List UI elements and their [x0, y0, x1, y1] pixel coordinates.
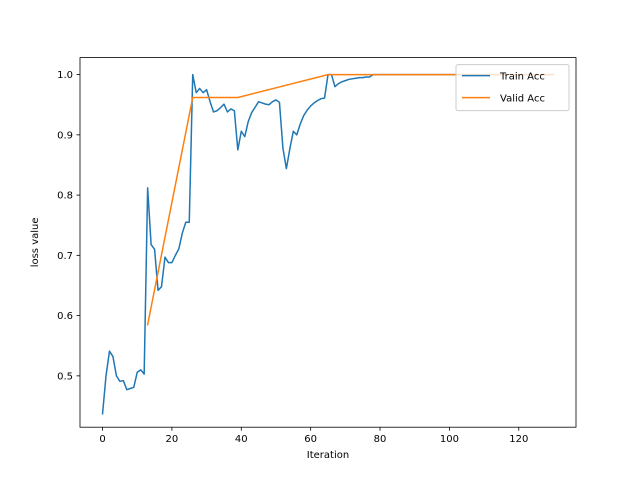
y-tick-label: 0.8: [57, 191, 73, 202]
axes-frame: [79, 57, 577, 428]
y-tick-label: 0.9: [57, 130, 73, 141]
x-axis-label: Iteration: [307, 450, 349, 461]
x-tick-label: 80: [374, 434, 387, 445]
x-tick-label: 40: [235, 434, 248, 445]
y-tick-label: 0.5: [57, 371, 73, 382]
legend-label-valid-acc: Valid Acc: [500, 94, 545, 105]
y-axis-ticks: 0.5 0.6 0.7 0.8 0.9 1.0: [57, 70, 80, 382]
y-tick-label: 0.6: [57, 311, 73, 322]
y-tick-label: 0.7: [57, 251, 73, 262]
x-tick-label: 0: [99, 434, 105, 445]
series-line-train-acc: [101, 73, 555, 415]
legend-label-train-acc: Train Acc: [499, 72, 545, 83]
legend: Train Acc Valid Acc: [455, 64, 570, 112]
x-tick-label: 120: [509, 434, 528, 445]
x-tick-label: 100: [440, 434, 459, 445]
y-axis-label: loss value: [30, 217, 41, 267]
x-axis-ticks: 0 20 40 60 80 100 120: [99, 427, 528, 445]
y-tick-label: 1.0: [57, 70, 73, 81]
x-tick-label: 60: [304, 434, 317, 445]
x-tick-label: 20: [166, 434, 179, 445]
